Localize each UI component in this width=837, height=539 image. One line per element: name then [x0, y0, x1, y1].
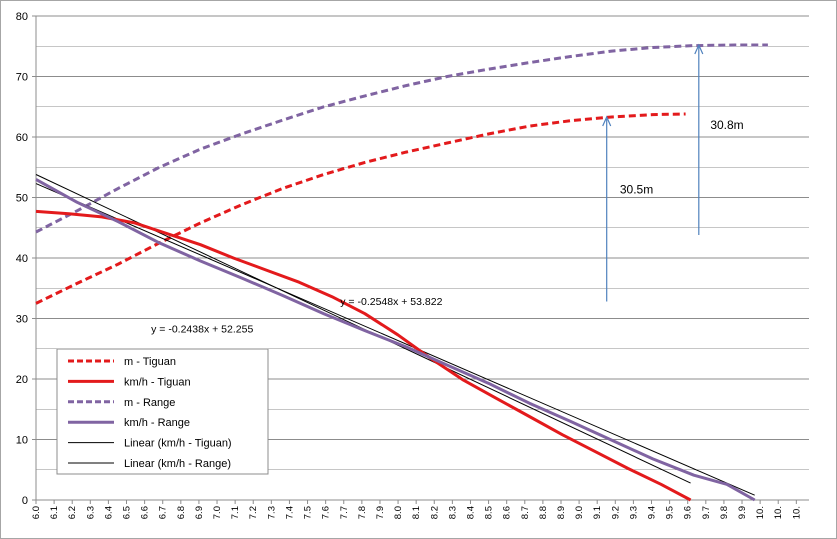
x-tick-label: 7.5: [303, 506, 314, 519]
x-tick-label: 7.4: [284, 506, 295, 519]
x-tick-label: 6.4: [103, 506, 114, 519]
arrows: [602, 43, 704, 302]
x-tick-label: 7.1: [230, 506, 241, 519]
x-tick-label: 8.4: [465, 506, 476, 519]
x-tick-label: 6.3: [85, 506, 96, 519]
legend-label: km/h - Tiguan: [124, 376, 191, 388]
y-tick-label: 20: [16, 374, 28, 386]
series-km-h-range: [35, 178, 756, 502]
series-linear-km-h-range: [35, 183, 755, 496]
x-tick-label: 7.6: [321, 506, 332, 519]
x-tick-label: 6.0: [31, 506, 42, 519]
x-tick-label: 9.2: [610, 506, 621, 519]
y-tick-label: 70: [16, 72, 28, 84]
x-tick-label: 9.7: [701, 506, 712, 519]
y-tick-label: 60: [16, 132, 28, 144]
legend-label: Linear (km/h - Range): [124, 458, 231, 470]
series-m-tiguan: [35, 112, 686, 305]
y-tick-label: 40: [16, 253, 28, 265]
x-tick-label: 8.5: [484, 506, 495, 519]
y-tick-label: 30: [16, 314, 28, 326]
x-tick-label: 6.1: [49, 506, 60, 519]
x-axis-ticks: 6.0 6.1 6.2 6.3 6.4 6.5 6.6 6.7 6.8 6.9 7.0 7.1 7.2 7…: [31, 500, 802, 519]
arrow-head: [694, 43, 704, 55]
x-tick-label: 10.: [755, 506, 766, 519]
annotations: y = -0.2548x + 53.822 y = -0.2438x + 52.2…: [151, 118, 744, 335]
x-tick-label: 8.0: [393, 506, 404, 519]
x-tick-label: 8.7: [520, 506, 531, 519]
x-tick-label: 9.1: [592, 506, 603, 519]
x-tick-label: 7.3: [266, 506, 277, 519]
series-km-h-tiguan: [35, 209, 692, 502]
x-tick-label: 10.: [773, 506, 784, 519]
x-tick-label: 9.6: [683, 506, 694, 519]
arrow-head: [602, 115, 612, 127]
x-tick-label: 8.9: [556, 506, 567, 519]
legend: m - Tiguan km/h - Tiguan m - Range km/h - R…: [56, 348, 269, 475]
y-tick-label: 0: [22, 495, 28, 507]
x-tick-label: 8.1: [411, 506, 422, 519]
y-axis-ticks: 0 10 20 30 40 50 60 70 80: [16, 11, 36, 507]
x-tick-label: 7.7: [339, 506, 350, 519]
x-tick-label: 9.5: [665, 506, 676, 519]
x-tick-label: 9.3: [628, 506, 639, 519]
x-tick-label: 8.3: [447, 506, 458, 519]
x-tick-label: 9.0: [574, 506, 585, 519]
x-tick-label: 6.8: [176, 506, 187, 519]
distance-label: 30.8m: [710, 118, 743, 132]
x-tick-label: 7.8: [357, 506, 368, 519]
x-tick-label: 7.9: [375, 506, 386, 519]
x-tick-label: 8.2: [429, 506, 440, 519]
x-tick-label: 9.4: [647, 506, 658, 519]
x-tick-label: 8.8: [538, 506, 549, 519]
x-tick-label: 9.9: [737, 506, 748, 519]
legend-label: Linear (km/h - Tiguan): [124, 438, 232, 450]
y-tick-label: 10: [16, 435, 28, 447]
x-tick-label: 6.7: [158, 506, 169, 519]
x-tick-label: 9.8: [719, 506, 730, 519]
legend-box: [56, 348, 269, 475]
x-tick-label: 7.2: [248, 506, 259, 519]
series-m-range: [35, 43, 768, 234]
x-tick-label: 6.5: [122, 506, 133, 519]
x-tick-label: 10.: [791, 506, 802, 519]
distance-label: 30.5m: [620, 182, 653, 196]
x-tick-label: 8.6: [502, 506, 513, 519]
y-tick-label: 80: [16, 11, 28, 23]
legend-label: m - Range: [124, 397, 175, 409]
x-tick-label: 6.9: [194, 506, 205, 519]
x-tick-label: 6.2: [67, 506, 78, 519]
trendline-equation: y = -0.2438x + 52.255: [151, 323, 253, 335]
y-tick-label: 50: [16, 193, 28, 205]
legend-label: km/h - Range: [124, 417, 190, 429]
legend-label: m - Tiguan: [124, 356, 176, 368]
x-tick-label: 7.0: [212, 506, 223, 519]
x-tick-label: 6.6: [140, 506, 151, 519]
series-lines: [35, 43, 768, 502]
trendline-equation: y = -0.2548x + 53.822: [340, 296, 442, 308]
